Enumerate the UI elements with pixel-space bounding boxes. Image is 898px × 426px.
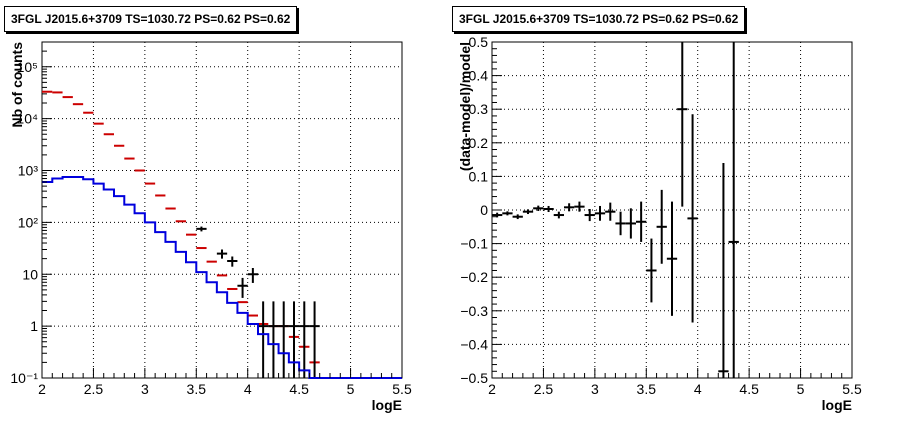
counts-panel: 2 2.5 3 3.5 4 4.5 5 5.5 10⁻¹ 1 10 10² 10³ 10⁴ 10⁵ logE… xyxy=(9,41,412,413)
data-point xyxy=(718,162,729,378)
data-point xyxy=(512,214,523,220)
data-point xyxy=(666,201,678,316)
counts-grid xyxy=(41,42,403,379)
data-point xyxy=(636,201,647,242)
residuals-series xyxy=(492,42,739,378)
y-tick-label: 0.1 xyxy=(469,168,489,184)
data-point xyxy=(196,226,207,232)
x-tick-label: 3 xyxy=(591,381,599,397)
y-tick-label: 10 xyxy=(22,266,38,282)
y-tick-label: −0.4 xyxy=(460,336,488,352)
y-tick-label: −0.1 xyxy=(460,236,488,252)
y-tick-label: 10⁻¹ xyxy=(10,370,38,386)
x-tick-label: 5.5 xyxy=(842,381,862,397)
data-point xyxy=(533,205,544,212)
series-2 xyxy=(42,175,402,379)
x-tick-label: 3.5 xyxy=(187,381,207,397)
data-point xyxy=(309,301,320,378)
data-point xyxy=(492,212,503,218)
data-point xyxy=(553,211,564,219)
data-point xyxy=(728,42,739,378)
data-point xyxy=(216,249,228,259)
data-point xyxy=(605,202,616,221)
data-point xyxy=(646,238,657,303)
data-point xyxy=(278,301,289,378)
data-point xyxy=(502,211,513,216)
data-point xyxy=(564,203,575,212)
residuals-y-axis-label: (data-model)/model xyxy=(457,42,473,171)
y-tick-label: −0.2 xyxy=(460,269,488,285)
data-point xyxy=(522,209,534,215)
data-point xyxy=(615,211,626,236)
residuals-axis-ticks: 2 2.5 3 3.5 4 4.5 5 5.5 −0.5 −0.4 −0.3 −0.2 −0.1 0 0.1… xyxy=(460,34,862,397)
counts-series xyxy=(42,90,402,379)
x-tick-label: 2.5 xyxy=(84,381,104,397)
series-0 xyxy=(492,42,739,378)
counts-axis-ticks: 2 2.5 3 3.5 4 4.5 5 5.5 10⁻¹ 1 10 10² 10³ 10⁴ 10⁵ xyxy=(10,41,412,397)
y-tick-label: −0.3 xyxy=(460,303,488,319)
y-tick-label: 1 xyxy=(30,318,38,334)
data-point xyxy=(687,114,698,323)
data-point xyxy=(299,301,310,378)
residuals-grid xyxy=(491,41,853,379)
data-point xyxy=(594,205,606,221)
y-tick-label: 10² xyxy=(18,214,39,230)
x-tick-label: 5.5 xyxy=(392,381,412,397)
data-point xyxy=(574,201,585,212)
y-tick-label: 0.3 xyxy=(469,101,489,117)
series-1 xyxy=(196,226,320,378)
x-tick-label: 4.5 xyxy=(289,381,309,397)
x-tick-label: 5 xyxy=(797,381,805,397)
data-point xyxy=(258,301,269,378)
counts-title: 3FGL J2015.6+3709 TS=1030.72 PS=0.62 PS=… xyxy=(4,6,298,32)
y-tick-label: −0.5 xyxy=(460,370,488,386)
y-tick-label: 10⁴ xyxy=(16,111,38,127)
y-tick-label: 10⁵ xyxy=(17,59,38,75)
data-point xyxy=(268,301,279,378)
x-tick-label: 2 xyxy=(38,381,46,397)
model-step-line xyxy=(42,175,402,379)
x-tick-label: 2.5 xyxy=(534,381,554,397)
data-point xyxy=(584,208,595,222)
x-tick-label: 4.5 xyxy=(739,381,759,397)
data-point xyxy=(677,42,688,207)
data-point xyxy=(625,208,636,239)
x-tick-label: 4 xyxy=(244,381,252,397)
y-tick-label: 0.5 xyxy=(469,34,489,50)
data-point xyxy=(247,267,258,283)
data-point xyxy=(288,301,300,378)
y-tick-label: 0 xyxy=(480,202,488,218)
data-point xyxy=(543,205,554,213)
residuals-title: 3FGL J2015.6+3709 TS=1030.72 PS=0.62 PS=… xyxy=(452,6,746,32)
x-tick-label: 5 xyxy=(347,381,355,397)
y-tick-label: 0.2 xyxy=(469,135,489,151)
counts-y-axis-label: Nb of counts xyxy=(9,42,25,128)
counts-plot-frame xyxy=(41,41,403,379)
y-tick-label: 0.4 xyxy=(469,68,489,84)
counts-x-axis-label: logE xyxy=(372,397,402,413)
residuals-panel: 2 2.5 3 3.5 4 4.5 5 5.5 −0.5 −0.4 −0.3 −0.2 −0.1 0 0.1… xyxy=(457,34,862,413)
data-point xyxy=(237,277,248,298)
y-tick-label: 10³ xyxy=(18,163,39,179)
x-tick-label: 3 xyxy=(141,381,149,397)
data-point xyxy=(227,256,238,267)
x-tick-label: 3.5 xyxy=(637,381,657,397)
x-tick-label: 2 xyxy=(488,381,496,397)
residuals-x-axis-label: logE xyxy=(822,397,852,413)
x-tick-label: 4 xyxy=(694,381,702,397)
data-point xyxy=(656,189,667,264)
